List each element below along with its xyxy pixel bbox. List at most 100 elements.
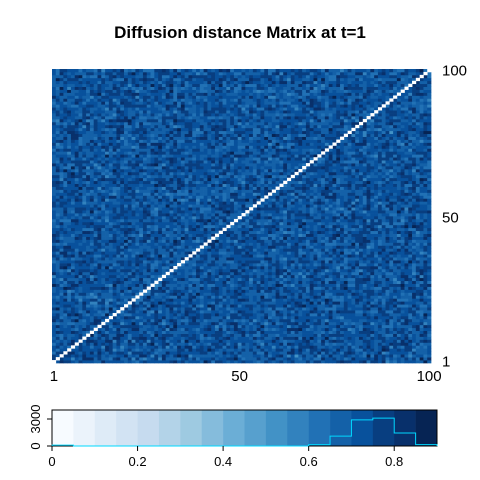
heatmap-cell [347,227,352,232]
heatmap-cell [249,218,254,223]
heatmap-cell [211,301,216,305]
heatmap-cell [86,342,91,346]
heatmap-cell [226,268,231,273]
heatmap-cell [290,298,295,302]
heatmap-cell [275,313,280,317]
heatmap-cell [324,324,330,329]
heatmap-cell [271,357,276,361]
heatmap-cell [86,260,91,264]
heatmap-cell [173,263,178,267]
heatmap-cell [142,301,148,305]
heatmap-cell [169,321,174,326]
heatmap-cell [192,295,197,299]
heatmap-cell [396,236,402,240]
heatmap-cell [302,265,307,270]
heatmap-cell [309,218,314,223]
heatmap-cell [343,321,348,326]
heatmap-cell [131,310,136,314]
heatmap-cell [268,357,273,361]
heatmap-cell [124,339,129,343]
heatmap-cell [192,360,197,364]
heatmap-cell [343,289,348,293]
heatmap-cell [419,313,424,317]
heatmap-cell [127,260,132,264]
heatmap-cell [55,301,60,305]
heatmap-cell [165,227,170,232]
heatmap-cell [332,342,337,346]
heatmap-cell [283,357,288,361]
heatmap-cell [362,224,367,229]
heatmap-cell [188,295,193,299]
heatmap-cell [173,236,178,240]
heatmap-cell [400,283,405,287]
heatmap-cell [70,318,76,323]
heatmap-cell [249,327,254,332]
heatmap-cell [131,245,136,249]
heatmap-cell [135,236,140,240]
heatmap-cell [400,310,405,314]
heatmap-cell [290,360,295,364]
heatmap-cell [207,224,212,229]
heatmap-cell [139,318,144,323]
heatmap-cell [351,360,356,364]
heatmap-cell [169,304,174,308]
heatmap-cell [423,298,428,302]
heatmap-cell [264,315,269,320]
heatmap-cell [67,265,72,270]
heatmap-cell [86,351,91,355]
heatmap-cell [211,357,216,361]
heatmap-cell [317,342,322,346]
heatmap-cell [427,216,432,220]
heatmap-cell [207,213,212,217]
heatmap-cell [377,274,383,279]
heatmap-cell [218,289,223,293]
heatmap-cell [218,348,223,352]
heatmap-cell [188,342,193,346]
heatmap-cell [116,260,121,264]
heatmap-cell [321,339,326,343]
heatmap-cell [218,292,223,296]
heatmap-cell [332,263,337,267]
heatmap-cell [279,216,284,220]
heatmap-cell [362,307,367,311]
heatmap-cell [214,280,220,284]
heatmap-cell [415,268,420,273]
heatmap-cell [86,251,91,255]
heatmap-cell [332,313,337,317]
heatmap-cell [203,298,208,302]
heatmap-cell [139,268,144,273]
heatmap-cell [116,351,121,355]
heatmap-cell [82,277,87,282]
heatmap-cell [343,354,348,358]
heatmap-cell [184,315,189,320]
heatmap-cell [294,280,299,284]
heatmap-cell [249,313,254,317]
heatmap-cell [275,286,280,290]
heatmap-cell [93,221,98,226]
heatmap-cell [214,245,220,249]
heatmap-cell [86,254,91,258]
heatmap-cell [347,298,352,302]
heatmap-cell [309,263,314,267]
heatmap-cell [120,218,125,223]
heatmap-cell [101,274,106,279]
heatmap-cell [423,357,428,361]
heatmap-cell [362,324,367,329]
heatmap-cell [97,268,102,273]
heatmap-cell [419,271,424,276]
heatmap-cell [230,236,235,240]
heatmap-cell [332,324,337,329]
heatmap-cell [377,263,383,267]
heatmap-cell [93,307,98,311]
heatmap-cell [230,298,235,302]
heatmap-cell [222,257,227,261]
heatmap-cell [294,236,299,240]
heatmap-cell [358,342,364,346]
heatmap-cell [222,271,227,276]
heatmap-cell [370,221,375,226]
heatmap-cell [343,330,348,334]
heatmap-cell [67,351,72,355]
heatmap-cell [150,239,155,243]
heatmap-cell [362,257,367,261]
heatmap-cell [59,283,64,287]
